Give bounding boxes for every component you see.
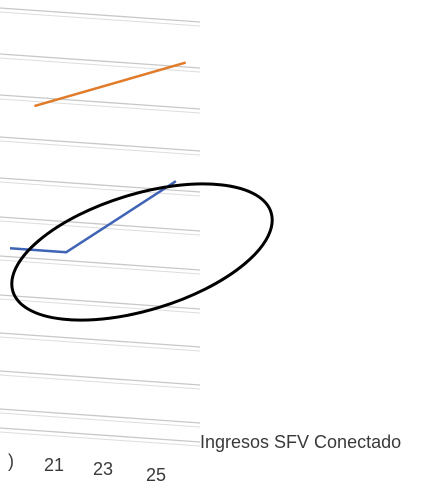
gridline-shadow-3: [0, 140, 201, 156]
gridline-shadow-4: [0, 181, 201, 197]
gridline-5: [0, 216, 201, 232]
gridline-shadow-10: [0, 412, 201, 428]
gridline-shadow-6: [0, 259, 201, 275]
gridline-shadow-8: [0, 336, 201, 352]
gridline-shadow-9: [0, 374, 201, 390]
series-line-1: [9, 180, 177, 254]
gridline-6: [0, 255, 201, 271]
annotation-ellipse: [10, 182, 274, 322]
gridline-shadow-5: [0, 220, 201, 236]
x-tick-label: 21: [44, 455, 64, 475]
x-tick-label: 25: [146, 465, 166, 485]
x-tick-partial: ): [8, 451, 14, 471]
gridline-8: [0, 332, 201, 348]
gridline-shadow-7: [0, 298, 201, 314]
gridline-3: [0, 136, 201, 152]
gridline-7: [0, 294, 201, 310]
gridline-0: [0, 7, 201, 23]
gridline-shadow-1: [0, 57, 201, 73]
gridline-shadow-11: [0, 431, 201, 447]
legend-label: Ingresos SFV Conectado: [200, 432, 401, 452]
gridline-11: [0, 427, 201, 443]
gridline-2: [0, 94, 201, 110]
x-axis-ticks: 21 23 25: [44, 455, 166, 485]
gridline-shadow-2: [0, 98, 201, 114]
gridline-10: [0, 408, 201, 424]
x-tick-label: 23: [93, 459, 113, 479]
gridline-9: [0, 370, 201, 386]
gridlines: [0, 7, 201, 447]
series-line-0: [34, 61, 187, 108]
gridline-1: [0, 53, 201, 69]
gridline-shadow-0: [0, 11, 201, 27]
gridline-4: [0, 177, 201, 193]
